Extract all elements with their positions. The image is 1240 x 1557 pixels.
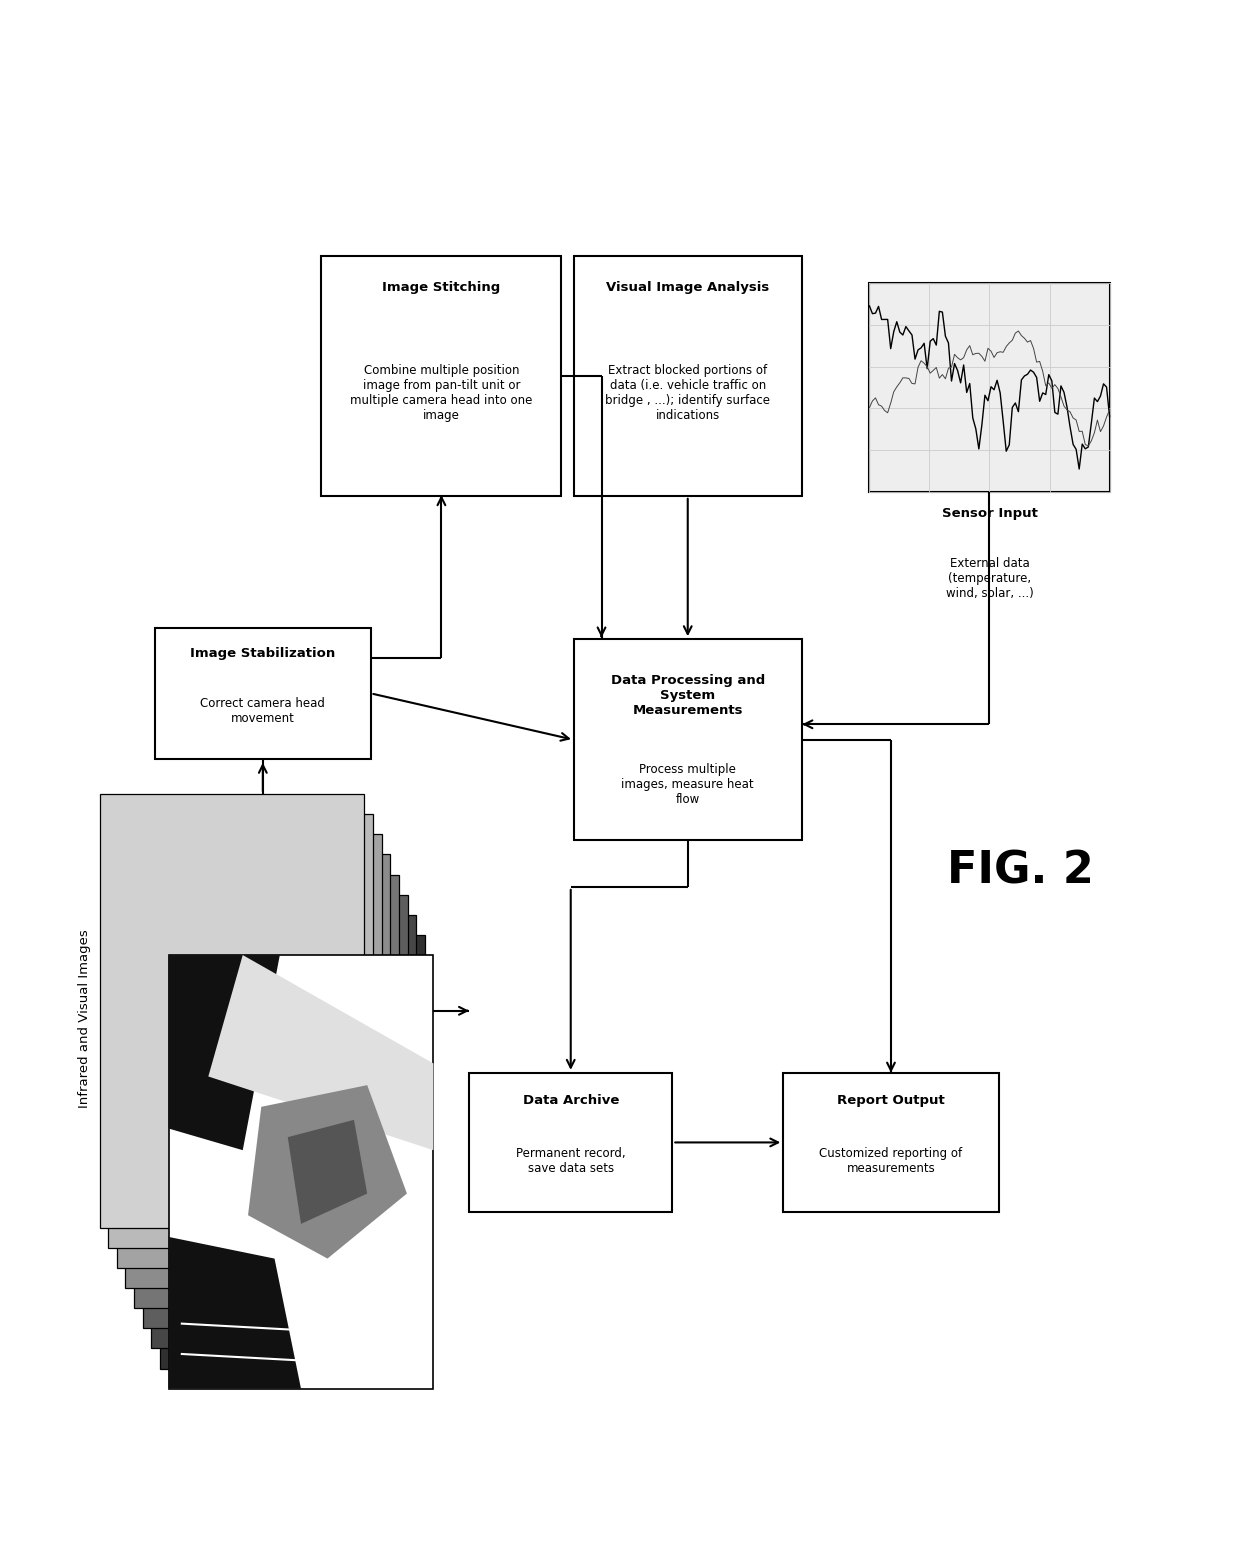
Bar (160, 934, 425, 1369)
Text: External data
(temperature,
wind, solar, ...): External data (temperature, wind, solar,… (946, 557, 1033, 599)
Bar (321, 255, 562, 495)
Bar (169, 954, 434, 1389)
Bar (469, 1073, 672, 1213)
Bar (99, 794, 365, 1227)
Bar (784, 1073, 998, 1213)
Polygon shape (208, 954, 434, 1151)
Bar (108, 814, 373, 1247)
Bar (134, 875, 399, 1308)
Bar (869, 283, 1110, 492)
Text: Data Archive: Data Archive (522, 1093, 619, 1107)
Text: Combine multiple position
image from pan-tilt unit or
multiple camera head into : Combine multiple position image from pan… (350, 364, 533, 422)
Text: Report Output: Report Output (837, 1093, 945, 1107)
Text: Image Stitching: Image Stitching (382, 280, 501, 294)
Bar (117, 835, 382, 1267)
Bar (155, 627, 371, 760)
Text: Extract blocked portions of
data (i.e. vehicle traffic on
bridge , ...); identif: Extract blocked portions of data (i.e. v… (605, 364, 770, 422)
Polygon shape (248, 1085, 407, 1258)
Text: Permanent record,
save data sets: Permanent record, save data sets (516, 1148, 625, 1176)
Text: Infrared and Visual Images: Infrared and Visual Images (78, 930, 91, 1109)
Text: Image Stabilization: Image Stabilization (190, 646, 336, 660)
Text: Visual Image Analysis: Visual Image Analysis (606, 280, 769, 294)
Text: Process multiple
images, measure heat
flow: Process multiple images, measure heat fl… (621, 763, 754, 805)
Polygon shape (169, 954, 280, 1151)
Text: Correct camera head
movement: Correct camera head movement (201, 698, 325, 726)
Text: FIG. 2: FIG. 2 (947, 850, 1094, 892)
Bar (574, 638, 802, 841)
Text: Sensor Input: Sensor Input (941, 508, 1038, 520)
Text: Customized reporting of
measurements: Customized reporting of measurements (820, 1148, 962, 1176)
Polygon shape (288, 1119, 367, 1224)
Bar (151, 916, 417, 1348)
Bar (574, 255, 802, 495)
Bar (125, 855, 391, 1288)
Text: Data Processing and
System
Measurements: Data Processing and System Measurements (610, 674, 765, 716)
Polygon shape (169, 1236, 301, 1389)
Bar (143, 895, 408, 1328)
